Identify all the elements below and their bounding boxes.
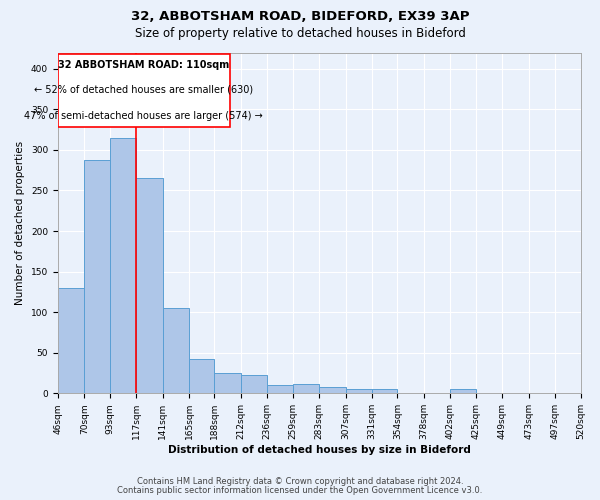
FancyBboxPatch shape xyxy=(58,54,230,127)
Bar xyxy=(58,288,85,394)
Text: Contains HM Land Registry data © Crown copyright and database right 2024.: Contains HM Land Registry data © Crown c… xyxy=(137,477,463,486)
Bar xyxy=(268,385,293,394)
Bar xyxy=(189,360,214,394)
Bar xyxy=(346,390,372,394)
Bar xyxy=(136,178,163,394)
Bar xyxy=(319,387,346,394)
Text: ← 52% of detached houses are smaller (630): ← 52% of detached houses are smaller (63… xyxy=(34,84,253,94)
Bar xyxy=(214,373,241,394)
X-axis label: Distribution of detached houses by size in Bideford: Distribution of detached houses by size … xyxy=(168,445,470,455)
Bar xyxy=(293,384,319,394)
Text: Size of property relative to detached houses in Bideford: Size of property relative to detached ho… xyxy=(134,28,466,40)
Bar xyxy=(241,376,268,394)
Bar xyxy=(372,390,397,394)
Text: 32 ABBOTSHAM ROAD: 110sqm: 32 ABBOTSHAM ROAD: 110sqm xyxy=(58,60,229,70)
Text: 32, ABBOTSHAM ROAD, BIDEFORD, EX39 3AP: 32, ABBOTSHAM ROAD, BIDEFORD, EX39 3AP xyxy=(131,10,469,23)
Text: Contains public sector information licensed under the Open Government Licence v3: Contains public sector information licen… xyxy=(118,486,482,495)
Bar xyxy=(85,160,110,394)
Bar xyxy=(451,390,476,394)
Text: 47% of semi-detached houses are larger (574) →: 47% of semi-detached houses are larger (… xyxy=(25,111,263,121)
Bar xyxy=(163,308,189,394)
Y-axis label: Number of detached properties: Number of detached properties xyxy=(16,141,25,305)
Bar xyxy=(110,138,136,394)
